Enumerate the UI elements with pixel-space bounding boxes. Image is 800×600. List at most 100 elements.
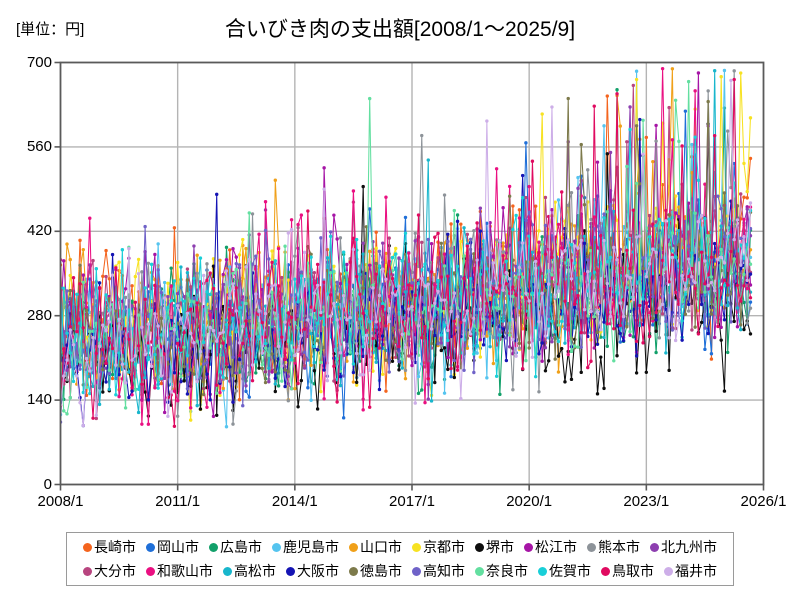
series-marker: [384, 327, 388, 331]
legend-item-広島市[interactable]: 広島市: [209, 540, 262, 554]
series-marker: [455, 213, 460, 217]
series-marker: [615, 88, 619, 92]
series-marker: [247, 372, 251, 377]
series-marker: [371, 283, 375, 287]
series-marker: [208, 313, 212, 317]
series-marker: [504, 358, 509, 363]
series-marker: [563, 341, 567, 345]
legend-item-高知市[interactable]: 高知市: [412, 564, 465, 578]
series-marker: [693, 280, 697, 285]
series-marker: [267, 380, 271, 384]
series-marker: [420, 268, 424, 272]
series-marker: [657, 275, 662, 280]
legend-item-北九州市[interactable]: 北九州市: [650, 540, 717, 554]
series-marker: [592, 346, 596, 350]
series-marker: [146, 422, 151, 426]
series-marker: [234, 371, 238, 375]
legend-item-和歌山市[interactable]: 和歌山市: [146, 564, 213, 578]
series-marker: [166, 414, 170, 418]
series-marker: [75, 341, 79, 346]
series-marker: [341, 416, 346, 420]
series-marker: [712, 68, 717, 73]
series-marker: [436, 307, 440, 311]
series-marker: [172, 424, 177, 428]
series-marker: [667, 368, 671, 373]
legend-item-佐賀市[interactable]: 佐賀市: [538, 564, 591, 578]
legend-item-松江市[interactable]: 松江市: [524, 540, 577, 554]
series-marker: [657, 306, 662, 310]
series-marker: [494, 306, 499, 310]
series-marker: [283, 384, 287, 389]
series-marker: [215, 413, 219, 417]
series-marker: [478, 328, 483, 332]
series-marker: [651, 323, 655, 327]
series-marker: [527, 346, 531, 350]
series-marker: [517, 208, 522, 212]
series-marker: [416, 213, 421, 217]
series-marker: [719, 338, 723, 342]
series-marker: [511, 294, 515, 299]
legend-item-高松市[interactable]: 高松市: [223, 564, 276, 578]
series-marker: [615, 291, 619, 295]
series-marker: [742, 284, 746, 288]
legend-marker-icon: [664, 566, 673, 576]
legend-item-徳島市[interactable]: 徳島市: [349, 564, 402, 578]
series-marker: [130, 389, 134, 393]
series-marker: [101, 367, 105, 372]
legend-item-大分市[interactable]: 大分市: [83, 564, 136, 578]
series-marker: [439, 241, 443, 245]
series-marker: [309, 363, 313, 367]
series-marker: [371, 286, 375, 290]
series-marker: [244, 265, 248, 269]
legend-item-堺市[interactable]: 堺市: [475, 540, 514, 554]
series-marker: [735, 306, 740, 310]
series-marker: [306, 209, 310, 213]
series-marker: [527, 184, 531, 189]
series-marker: [306, 358, 310, 362]
legend-item-鳥取市[interactable]: 鳥取市: [601, 564, 654, 578]
legend-item-山口市[interactable]: 山口市: [349, 540, 402, 554]
series-marker: [618, 301, 622, 305]
series-marker: [322, 280, 326, 284]
legend-item-岡山市[interactable]: 岡山市: [146, 540, 199, 554]
series-marker: [566, 203, 570, 208]
legend-item-熊本市[interactable]: 熊本市: [587, 540, 640, 554]
legend-item-福井市[interactable]: 福井市: [664, 564, 717, 578]
legend-item-大阪市[interactable]: 大阪市: [286, 564, 339, 578]
series-marker: [381, 267, 385, 271]
series-group: [60, 66, 753, 429]
legend-item-長崎市[interactable]: 長崎市: [83, 540, 136, 554]
series-marker: [384, 277, 388, 281]
series-marker: [582, 241, 587, 246]
legend-item-奈良市[interactable]: 奈良市: [475, 564, 528, 578]
series-marker: [446, 274, 450, 278]
series-marker: [407, 251, 411, 255]
series-marker: [247, 211, 251, 215]
series-marker: [371, 336, 375, 341]
series-marker: [481, 239, 486, 243]
series-marker: [377, 293, 382, 298]
series-marker: [345, 359, 349, 363]
series-marker: [215, 192, 219, 197]
series-marker: [712, 335, 717, 340]
series-marker: [576, 345, 580, 349]
legend-item-鹿児島市[interactable]: 鹿児島市: [272, 540, 339, 554]
legend-item-京都市[interactable]: 京都市: [412, 540, 465, 554]
series-marker: [367, 320, 372, 324]
series-marker: [234, 330, 238, 334]
series-marker: [296, 381, 300, 386]
series-marker: [247, 257, 251, 262]
series-marker: [524, 195, 528, 200]
series-marker: [664, 351, 668, 355]
series-marker: [706, 89, 710, 93]
series-marker: [621, 314, 626, 319]
series-marker: [374, 246, 378, 250]
series-marker: [745, 196, 749, 200]
series-marker: [104, 361, 108, 366]
series-marker: [726, 303, 730, 308]
series-marker: [566, 238, 570, 242]
series-marker: [628, 276, 632, 280]
series-marker: [175, 341, 180, 346]
series-marker: [202, 362, 206, 366]
series-marker: [107, 320, 112, 324]
